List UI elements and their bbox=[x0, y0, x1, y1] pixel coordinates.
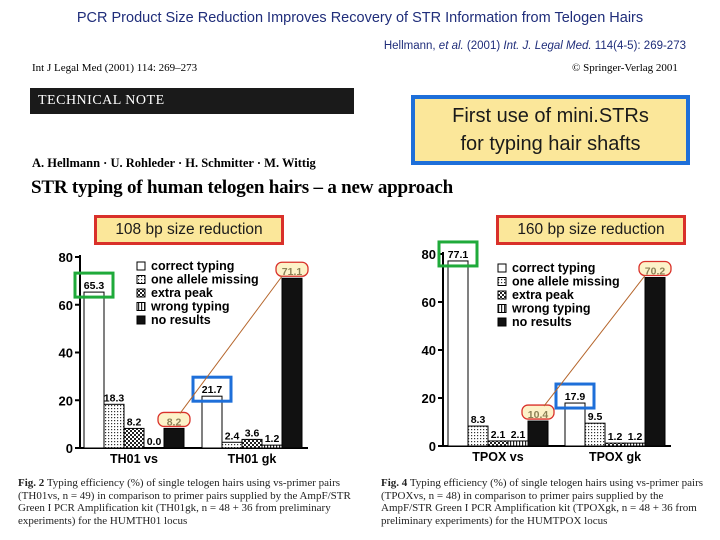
y-tick-label: 20 bbox=[422, 391, 436, 406]
section-label: TECHNICAL NOTE bbox=[30, 88, 354, 114]
highlight-box-blue bbox=[191, 375, 233, 403]
publisher-copyright: © Springer-Verlag 2001 bbox=[572, 62, 678, 74]
highlight-oval-red bbox=[638, 260, 672, 277]
y-tick-label: 20 bbox=[59, 393, 73, 408]
x-category-label: TPOX vs bbox=[472, 450, 523, 464]
x-category-label: TH01 gk bbox=[228, 452, 277, 466]
annotation-overlays bbox=[73, 240, 672, 428]
mini-str-callout: First use of mini.STRs for typing hair s… bbox=[411, 95, 690, 165]
bar-value-label: 1.2 bbox=[265, 433, 280, 445]
bar-value-label: 8.3 bbox=[471, 414, 486, 426]
legend-swatch bbox=[497, 304, 507, 313]
bar bbox=[261, 444, 283, 449]
bar bbox=[527, 420, 549, 447]
legend-entry: one allele missing bbox=[512, 275, 620, 289]
bar-value-label: 18.3 bbox=[104, 392, 125, 404]
callout-line-2: for typing hair shafts bbox=[460, 133, 641, 155]
bar-value-label: 17.9 bbox=[565, 391, 586, 403]
bar-value-label: 21.7 bbox=[202, 384, 223, 396]
y-tick-label: 40 bbox=[422, 343, 436, 358]
bar bbox=[644, 277, 666, 447]
y-tick-label: 80 bbox=[59, 250, 73, 265]
bar bbox=[83, 291, 105, 449]
bar bbox=[447, 260, 469, 447]
legend-entry: wrong typing bbox=[511, 302, 590, 316]
legend-swatch bbox=[497, 290, 507, 300]
connector-line bbox=[543, 275, 646, 407]
legend-entry: correct typing bbox=[512, 261, 595, 275]
bar-value-label: 8.2 bbox=[127, 416, 142, 428]
highlight-oval-red bbox=[157, 411, 191, 428]
bar bbox=[467, 425, 489, 447]
callout-line-1: First use of mini.STRs bbox=[452, 105, 649, 127]
bar bbox=[201, 395, 223, 449]
y-tick-label: 60 bbox=[59, 298, 73, 313]
bar-value-label: 9.5 bbox=[588, 411, 603, 423]
bar bbox=[604, 442, 626, 447]
bar bbox=[221, 441, 243, 449]
figure-2-caption: Fig. 2 Typing efficiency (%) of single t… bbox=[18, 477, 351, 527]
bar bbox=[624, 442, 646, 447]
paper-authors: A. Hellmann · U. Rohleder · H. Schmitter… bbox=[32, 156, 316, 170]
paper-title: STR typing of human telogen hairs – a ne… bbox=[31, 177, 453, 198]
legend-entry: extra peak bbox=[151, 286, 213, 300]
y-tick-label: 60 bbox=[422, 295, 436, 310]
bar-value-label: 3.6 bbox=[245, 427, 260, 439]
size-reduction-label-108: 108 bp size reduction bbox=[94, 215, 284, 245]
bar bbox=[123, 427, 145, 449]
size-reduction-label-160: 160 bp size reduction bbox=[496, 215, 686, 245]
bar bbox=[103, 403, 125, 449]
legend-entry: extra peak bbox=[512, 288, 574, 302]
legend-swatch bbox=[136, 288, 146, 298]
legend-entry: no results bbox=[151, 313, 211, 327]
legend-swatch bbox=[136, 261, 146, 271]
figure-4-caption: Fig. 4 Typing efficiency (%) of single t… bbox=[381, 477, 704, 527]
bar bbox=[281, 277, 303, 449]
bar-value-label: 0.0 bbox=[147, 436, 162, 448]
x-category-label: TPOX gk bbox=[589, 450, 641, 464]
y-tick-label: 0 bbox=[66, 441, 73, 456]
bar-value-label: 2.4 bbox=[225, 430, 240, 442]
citation: Hellmann, et al. (2001) Int. J. Legal Me… bbox=[383, 40, 686, 52]
bar bbox=[163, 427, 185, 449]
legend-swatch bbox=[136, 302, 146, 311]
legend-entry: one allele missing bbox=[151, 273, 259, 287]
bar-value-label: 1.2 bbox=[608, 431, 623, 443]
slide-title: PCR Product Size Reduction Improves Reco… bbox=[76, 10, 644, 26]
legend-entry: no results bbox=[512, 315, 572, 329]
y-tick-label: 0 bbox=[429, 439, 436, 454]
connector-line bbox=[179, 275, 283, 414]
bar-value-label: 2.1 bbox=[511, 429, 526, 441]
x-category-label: TH01 vs bbox=[110, 452, 158, 466]
legend-entry: correct typing bbox=[151, 259, 234, 273]
bar-value-label: 2.1 bbox=[491, 429, 506, 441]
legend-swatch bbox=[497, 277, 507, 286]
legend-swatch bbox=[497, 263, 507, 273]
bar-value-label: 1.2 bbox=[628, 431, 643, 443]
journal-reference: Int J Legal Med (2001) 114: 269–273 bbox=[32, 62, 198, 74]
highlight-box-green bbox=[437, 240, 479, 268]
legend-entry: wrong typing bbox=[150, 300, 229, 314]
highlight-box-blue bbox=[554, 382, 596, 410]
y-tick-label: 80 bbox=[422, 247, 436, 262]
bar bbox=[487, 440, 509, 447]
highlight-oval-red bbox=[521, 404, 555, 420]
bar-value-label: 65.3 bbox=[84, 280, 105, 292]
highlight-oval-red bbox=[275, 261, 309, 277]
bar-value-label: 77.1 bbox=[448, 249, 469, 261]
bar bbox=[241, 438, 263, 449]
y-tick-label: 40 bbox=[59, 346, 73, 361]
highlight-box-green bbox=[73, 271, 115, 299]
bar bbox=[507, 440, 529, 447]
legend-swatch bbox=[136, 315, 146, 325]
bar bbox=[584, 422, 606, 447]
legend-swatch bbox=[136, 275, 146, 284]
legend-swatch bbox=[497, 317, 507, 327]
